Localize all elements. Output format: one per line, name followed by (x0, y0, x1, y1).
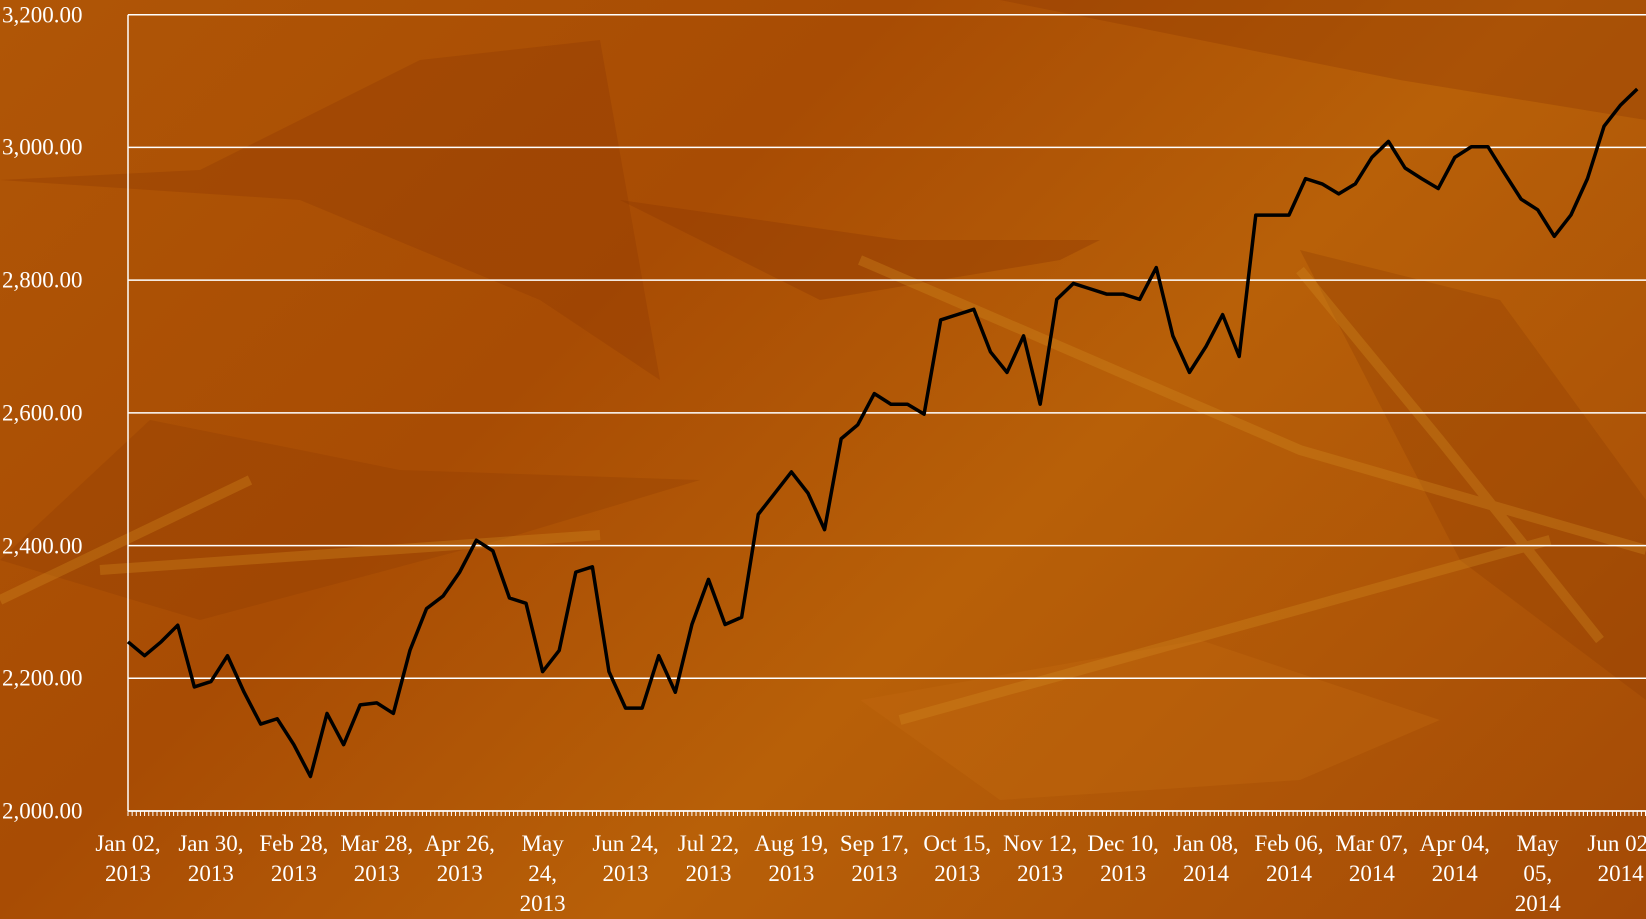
x-tick-label: Jun 24, 2013 (588, 829, 664, 889)
x-tick-label: Apr 04, 2014 (1417, 829, 1493, 889)
y-tick-label: 3,200.00 (2, 3, 83, 26)
y-tick-label: 2,200.00 (2, 667, 83, 690)
y-tick-label: 2,400.00 (2, 534, 83, 557)
y-tick-label: 2,600.00 (2, 401, 83, 424)
x-tick-label: Feb 06, 2014 (1251, 829, 1327, 889)
y-tick-label: 2,800.00 (2, 269, 83, 292)
y-tick-label: 3,000.00 (2, 136, 83, 159)
x-tick-label: Aug 19, 2013 (753, 829, 829, 889)
data-line (128, 89, 1637, 776)
x-tick-label: Jul 22, 2013 (670, 829, 746, 889)
x-tick-label: May 24, 2013 (505, 829, 581, 919)
chart-page: 2,000.00 2,200.00 2,400.00 2,600.00 2,800.00… (0, 0, 1646, 919)
x-tick-label: May 05, 2014 (1500, 829, 1576, 919)
x-tick-label: Jun 02, 2014 (1583, 829, 1646, 889)
x-tick-label: Dec 10, 2013 (1085, 829, 1161, 889)
y-tick-label: 2,000.00 (2, 800, 83, 823)
x-tick-label: Nov 12, 2013 (1002, 829, 1078, 889)
x-tick-label: Apr 26, 2013 (422, 829, 498, 889)
x-tick-label: Mar 07, 2014 (1334, 829, 1410, 889)
x-tick-label: Jan 08, 2014 (1168, 829, 1244, 889)
x-tick-label: Oct 15, 2013 (919, 829, 995, 889)
x-tick-label: Jan 30, 2013 (173, 829, 249, 889)
chart (0, 0, 1646, 919)
x-tick-label: Mar 28, 2013 (339, 829, 415, 889)
x-tick-label: Sep 17, 2013 (836, 829, 912, 889)
x-tick-label: Jan 02, 2013 (90, 829, 166, 889)
x-tick-label: Feb 28, 2013 (256, 829, 332, 889)
